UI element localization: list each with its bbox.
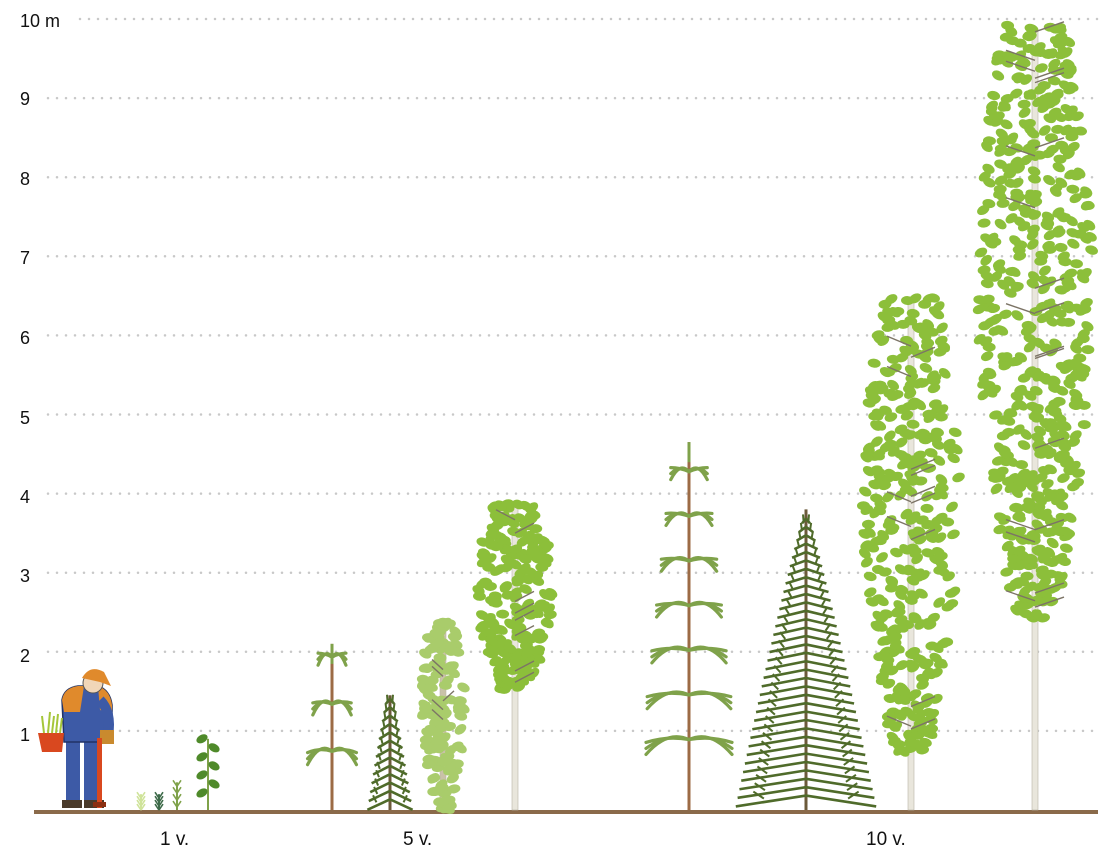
seedling-grass-tree-1 — [137, 792, 145, 810]
pine-tree-9 — [646, 442, 732, 810]
y-tick-label-6: 6 — [20, 328, 30, 348]
birch-tree-8 — [471, 498, 560, 810]
seedling-spruce-tree-2 — [155, 792, 163, 810]
seedling-pine-tree-3 — [173, 780, 181, 810]
x-label-1-year: 1 v. — [160, 829, 189, 850]
spruce-tree-10 — [736, 509, 876, 810]
forest-worker-icon — [38, 669, 114, 808]
spruce-tree-6 — [367, 695, 412, 810]
y-tick-label-8: 8 — [20, 169, 30, 189]
y-tick-label-2: 2 — [20, 646, 30, 666]
y-tick-label-1: 1 — [20, 725, 30, 745]
x-label-10-years: 10 v. — [866, 829, 906, 850]
y-tick-label-4: 4 — [20, 487, 30, 507]
x-label-5-years: 5 v. — [403, 829, 432, 850]
x-axis-labels: 1 v. 5 v. 10 v. — [160, 829, 906, 850]
y-tick-label-9: 9 — [20, 89, 30, 109]
birch-tree-12 — [972, 20, 1100, 810]
seedling-birch-tree-4 — [195, 732, 221, 810]
trees-layer — [137, 20, 1099, 816]
aspen-tree-7 — [415, 616, 471, 816]
y-tick-label-3: 3 — [20, 566, 30, 586]
birch-tree-11 — [857, 291, 966, 810]
y-tick-label-5: 5 — [20, 408, 30, 428]
y-axis-labels: 10 m 9 8 7 6 5 4 3 2 1 — [20, 11, 60, 745]
y-unit-label: 10 m — [20, 11, 60, 31]
y-tick-label-7: 7 — [20, 248, 30, 268]
pine-tree-5 — [308, 644, 357, 810]
ground-line — [34, 810, 1098, 814]
